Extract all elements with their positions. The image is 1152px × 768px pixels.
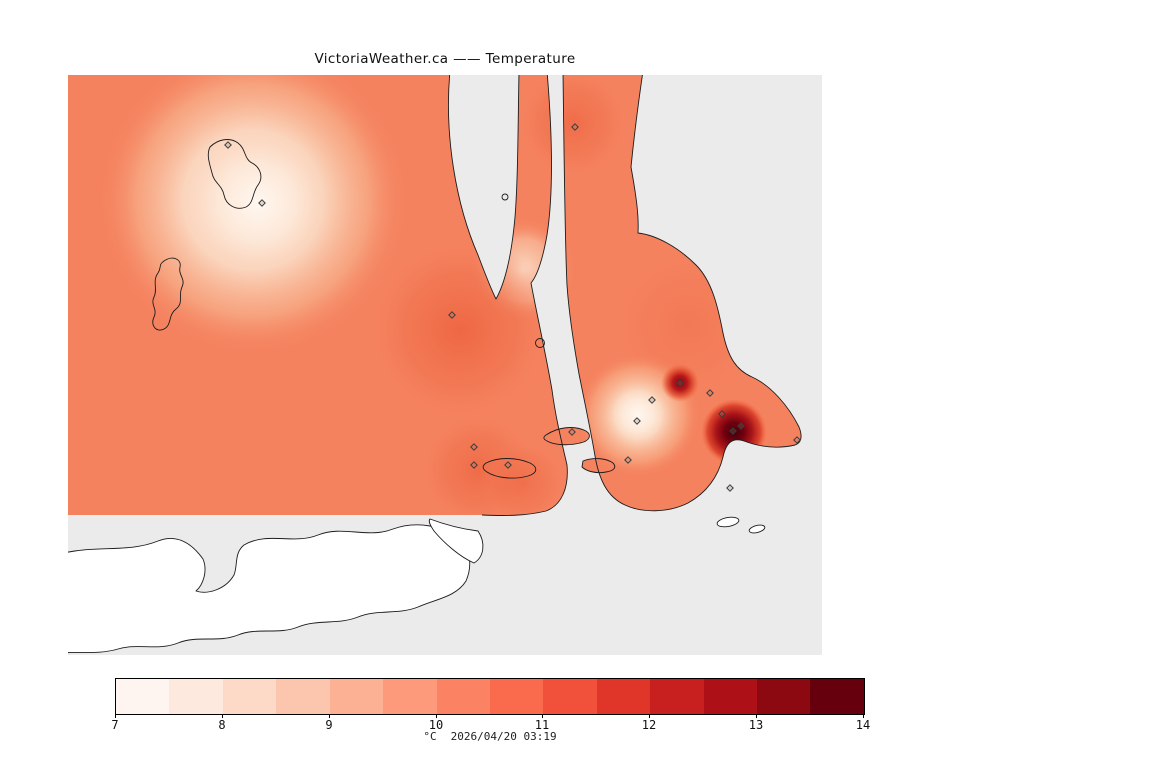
station-diamond-icon: [718, 410, 726, 418]
station-diamond-icon: [726, 484, 734, 492]
colorbar-tick-label: 8: [218, 718, 226, 732]
station-diamond-icon: [470, 461, 478, 469]
colorbar-segment: [543, 679, 597, 714]
colorbar-segment: [169, 679, 223, 714]
station-diamond-icon: [258, 199, 266, 207]
colorbar-tick-mark: [222, 714, 223, 718]
temperature-colorbar: [115, 678, 865, 715]
colorbar-tick-mark: [649, 714, 650, 718]
station-markers: [224, 123, 801, 492]
station-diamond-icon: [504, 461, 512, 469]
colorbar-tick-mark: [756, 714, 757, 718]
colorbar-tick-label: 10: [428, 718, 444, 732]
colorbar-tick-mark: [329, 714, 330, 718]
station-diamond-icon: [624, 456, 632, 464]
colorbar-segment: [383, 679, 437, 714]
lake-outline-north: [207, 139, 262, 209]
station-diamond-icon: [706, 389, 714, 397]
station-diamond-icon: [648, 396, 656, 404]
station-diamond-icon: [224, 141, 232, 149]
station-diamond-icon: [793, 436, 801, 444]
colorbar-segment: [276, 679, 330, 714]
islet-outline: [535, 338, 545, 348]
colorbar-segment: [436, 679, 490, 714]
colorbar-tick-labels: 7 8 9 10 11 12 13 14: [111, 714, 870, 733]
colorbar-segment: [222, 679, 277, 714]
colorbar-segment: [116, 679, 170, 714]
colorbar-tick-mark: [863, 714, 864, 718]
colorbar-segment: [329, 679, 384, 714]
colorbar-segment: [810, 679, 864, 714]
colorbar-tick-label: 9: [325, 718, 333, 732]
station-diamond-icon: [729, 427, 737, 435]
colorbar-segment: [650, 679, 704, 714]
no-data-land: [68, 516, 766, 654]
station-diamond-icon: [448, 311, 456, 319]
temperature-map: [68, 75, 822, 655]
timestamp: 2026/04/20 03:19: [450, 730, 557, 743]
station-diamond-icon: [470, 443, 478, 451]
colorbar-tick-label: 13: [748, 718, 764, 732]
colorbar-tick-label: 12: [641, 718, 657, 732]
station-diamond-icon: [676, 379, 684, 387]
coastlines: [152, 75, 802, 517]
lake-outline-south: [152, 257, 184, 331]
colorbar-tick-mark: [115, 714, 116, 718]
colorbar-caption: °C 2026/04/20 03:19: [115, 730, 865, 743]
colorbar-tick-mark: [436, 714, 437, 718]
colorbar-segment: [703, 679, 758, 714]
station-diamond-icon: [568, 428, 576, 436]
colorbar-segment: [489, 679, 544, 714]
islet-outline-small: [501, 193, 509, 201]
station-diamond-icon: [571, 123, 579, 131]
station-diamond-icon: [633, 417, 641, 425]
unit-label: °C: [423, 730, 437, 743]
colorbar-segment: [596, 679, 651, 714]
map-title: VictoriaWeather.ca —— Temperature: [314, 51, 576, 67]
white-island-1: [716, 516, 740, 528]
station-diamond-icon: [737, 422, 745, 430]
white-island-2: [748, 524, 766, 534]
colorbar-tick-label: 7: [111, 718, 119, 732]
colorbar-segment: [757, 679, 811, 714]
colorbar-tick-label: 11: [534, 718, 550, 732]
colorbar-tick-label: 14: [855, 718, 871, 732]
coastal-tongue: [428, 518, 484, 564]
map-canvas: [68, 75, 822, 655]
colorbar-tick-mark: [542, 714, 543, 718]
